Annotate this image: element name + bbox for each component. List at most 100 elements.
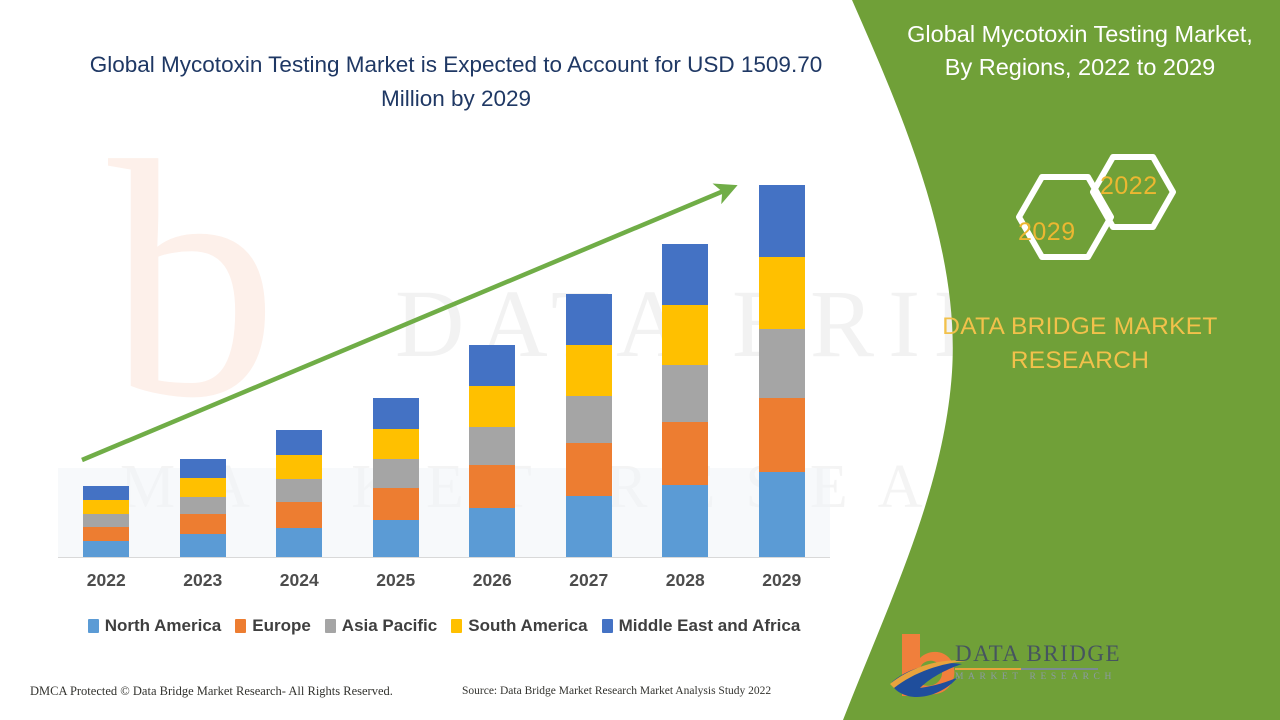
legend-item-asia-pacific[interactable]: Asia Pacific (324, 616, 438, 636)
bar-segment-asia-pacific (276, 479, 323, 502)
hexagon-2022-shape (1090, 154, 1176, 230)
footer-copyright: DMCA Protected © Data Bridge Market Rese… (30, 684, 393, 698)
logo-title: DATA BRIDGE (955, 641, 1122, 666)
bar-segment-europe (662, 422, 709, 485)
bar-segment-south-america (662, 304, 709, 366)
bar-column-2027 (541, 150, 638, 557)
bar-segment-middle-east-and-africa (179, 459, 226, 479)
bar-column-2028 (637, 150, 734, 557)
panel-heading-line1: Global Mycotoxin Testing Market, (907, 21, 1253, 47)
bar-segment-middle-east-and-africa (83, 485, 130, 501)
stacked-bar-group (58, 150, 830, 557)
bar-segment-asia-pacific (372, 459, 419, 488)
legend-swatch-icon (87, 619, 99, 633)
legend-swatch-icon (235, 619, 247, 633)
page-title: Global Mycotoxin Testing Market is Expec… (89, 52, 823, 111)
bar-stack (372, 397, 419, 557)
logo-swoosh-gold (890, 660, 966, 688)
panel-brand-line2: RESEARCH (1010, 347, 1150, 374)
panel-brand-line1: DATA BRIDGE MARKET (942, 313, 1218, 340)
x-axis-label-2024: 2024 (279, 570, 319, 590)
legend-item-middle-east-and-africa[interactable]: Middle East and Africa (601, 616, 801, 636)
legend-item-north-america[interactable]: North America (87, 616, 222, 636)
x-axis-label-2028: 2028 (665, 570, 705, 590)
bar-column-2022 (58, 150, 155, 557)
bar-segment-asia-pacific (565, 395, 612, 444)
legend-label: Middle East and Africa (618, 616, 801, 635)
bar-segment-europe (83, 526, 130, 541)
chart-plot-area (58, 150, 830, 558)
bar-segment-south-america (276, 454, 323, 480)
x-axis-label-2023: 2023 (183, 570, 223, 590)
bar-column-2023 (155, 150, 252, 557)
bar-stack (179, 459, 226, 557)
bar-segment-middle-east-and-africa (469, 345, 516, 387)
bar-segment-south-america (565, 345, 612, 396)
bar-segment-north-america (83, 540, 130, 557)
logo-divider (955, 668, 1098, 670)
bar-segment-north-america (662, 484, 709, 557)
footer-source: Source: Data Bridge Market Research Mark… (462, 685, 772, 697)
bar-segment-south-america (469, 386, 516, 427)
bar-segment-asia-pacific (469, 427, 516, 465)
bar-segment-asia-pacific (179, 497, 226, 515)
bar-segment-middle-east-and-africa (758, 185, 805, 258)
x-axis-label-2029: 2029 (762, 570, 802, 590)
legend-label: North America (104, 616, 222, 635)
bar-segment-south-america (372, 428, 419, 460)
x-axis-labels: 2022 2023 2024 2025 2026 2027 2028 2029 (58, 570, 830, 591)
legend-label: Europe (252, 616, 311, 635)
bar-stack (662, 243, 709, 557)
bar-segment-north-america (565, 496, 612, 557)
legend-item-south-america[interactable]: South America (451, 616, 588, 636)
bar-segment-south-america (83, 500, 130, 515)
logo-swoosh-blue (892, 662, 962, 698)
panel-heading-line2: By Regions, 2022 to 2029 (944, 54, 1216, 80)
panel-brand-name: DATA BRIDGE MARKET RESEARCH (905, 310, 1255, 378)
data-bridge-logo (890, 630, 1120, 704)
bar-segment-asia-pacific (83, 514, 130, 527)
bar-segment-north-america (179, 534, 226, 557)
bar-segment-europe (565, 443, 612, 497)
bar-segment-north-america (758, 471, 805, 557)
hexagon-label-2022: 2022 (1100, 172, 1158, 200)
hexagon-pair (985, 145, 1185, 290)
bar-column-2024 (251, 150, 348, 557)
x-axis-label-2025: 2025 (376, 570, 416, 590)
legend-item-europe[interactable]: Europe (235, 616, 311, 636)
legend-swatch-icon (601, 619, 613, 633)
legend-swatch-icon (324, 619, 336, 633)
bar-segment-middle-east-and-africa (565, 294, 612, 346)
bar-stack (276, 429, 323, 557)
bar-segment-south-america (179, 478, 226, 498)
panel-heading: Global Mycotoxin Testing Market, By Regi… (888, 18, 1272, 84)
bar-stack (565, 294, 612, 557)
legend-label: Asia Pacific (341, 616, 438, 635)
x-axis-label-2027: 2027 (569, 570, 609, 590)
legend-label: South America (468, 616, 588, 635)
bar-segment-europe (276, 501, 323, 528)
bar-segment-middle-east-and-africa (372, 397, 419, 429)
x-axis-line (58, 557, 830, 558)
bar-segment-europe (758, 397, 805, 472)
bar-segment-europe (372, 487, 419, 520)
bar-column-2029 (734, 150, 831, 557)
bar-segment-europe (179, 514, 226, 535)
bar-stack (758, 185, 805, 557)
legend-swatch-icon (451, 619, 463, 633)
bar-segment-north-america (372, 520, 419, 557)
bar-segment-asia-pacific (758, 329, 805, 398)
bar-column-2026 (444, 150, 541, 557)
x-axis-label-2026: 2026 (472, 570, 512, 590)
bar-segment-north-america (469, 507, 516, 557)
bar-segment-europe (469, 464, 516, 508)
bar-segment-south-america (758, 257, 805, 330)
chart-legend: North America Europe Asia Pacific South Ame… (58, 616, 830, 636)
bar-column-2025 (348, 150, 445, 557)
bar-segment-north-america (276, 527, 323, 557)
hexagon-2029-shape (1016, 174, 1114, 260)
bar-segment-asia-pacific (662, 365, 709, 423)
hexagon-label-2029: 2029 (1018, 218, 1076, 246)
